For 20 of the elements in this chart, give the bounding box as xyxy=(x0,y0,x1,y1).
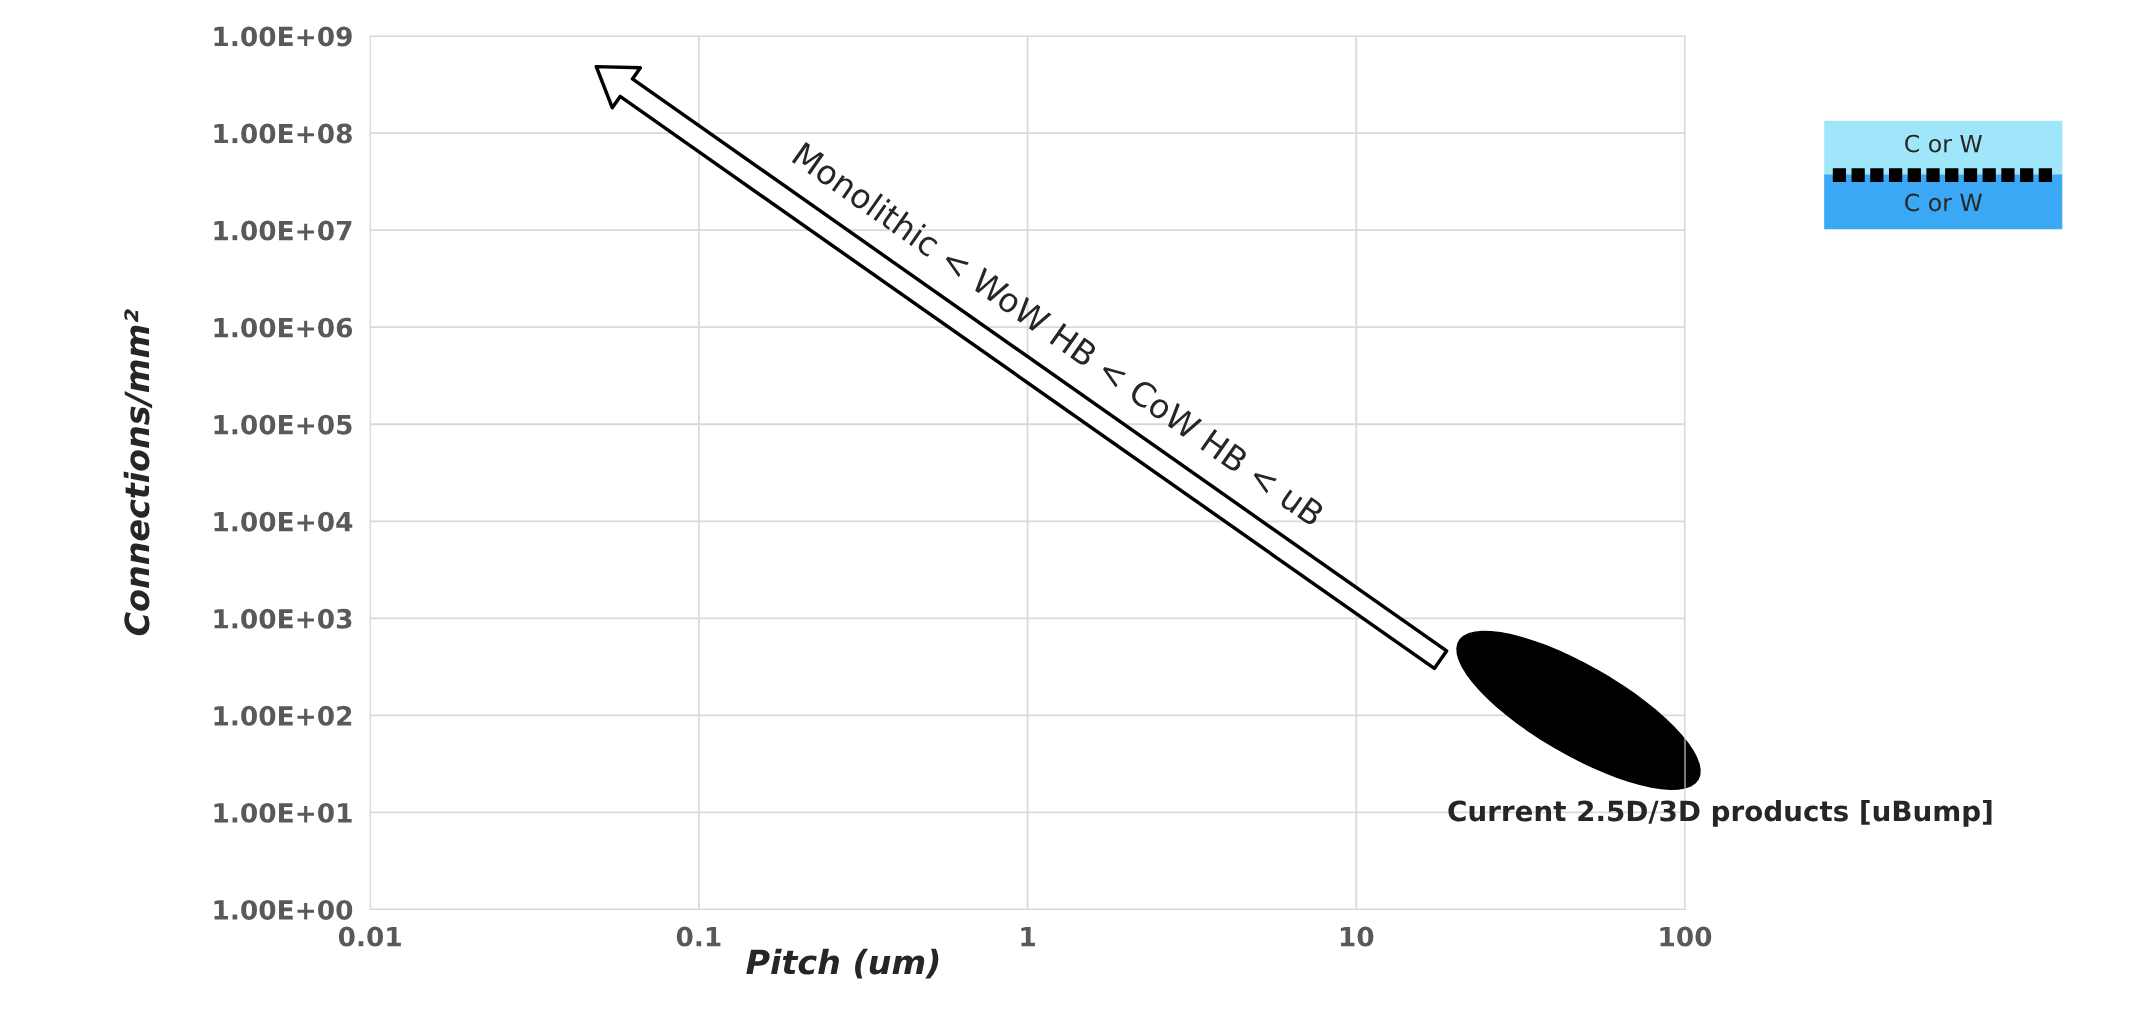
annotation: Current 2.5D/3D products [uBump] xyxy=(1448,799,1992,827)
y-tick-label: 1.00E+08 xyxy=(214,123,352,144)
y-tick-label: 1.00E+05 xyxy=(214,414,352,435)
y-tick-label: 1.00E+01 xyxy=(214,802,352,823)
y-tick-label: 1.00E+02 xyxy=(214,705,352,726)
y-tick-label: 1.00E+06 xyxy=(214,317,353,338)
y-axis-title: Connections/mm² xyxy=(123,309,153,636)
y-tick-label: 1.00E+04 xyxy=(214,511,353,532)
y-tick-label: 1.00E+03 xyxy=(214,608,352,629)
y-tick-label: 1.00E+00 xyxy=(214,899,353,920)
x-tick-label: 0.1 xyxy=(676,926,721,947)
x-tick-label: 100 xyxy=(1660,926,1712,947)
text: C or W xyxy=(1905,193,1982,212)
x-axis-title: Pitch (um) xyxy=(746,948,939,979)
y-tick-label: 1.00E+09 xyxy=(214,26,352,47)
y-tick-label: 1.00E+07 xyxy=(214,220,352,241)
x-tick-label: 0.01 xyxy=(338,926,401,947)
text: C or W xyxy=(1905,134,1982,153)
x-tick-label: 10 xyxy=(1340,926,1374,947)
x-tick-label: 1 xyxy=(1021,926,1035,947)
